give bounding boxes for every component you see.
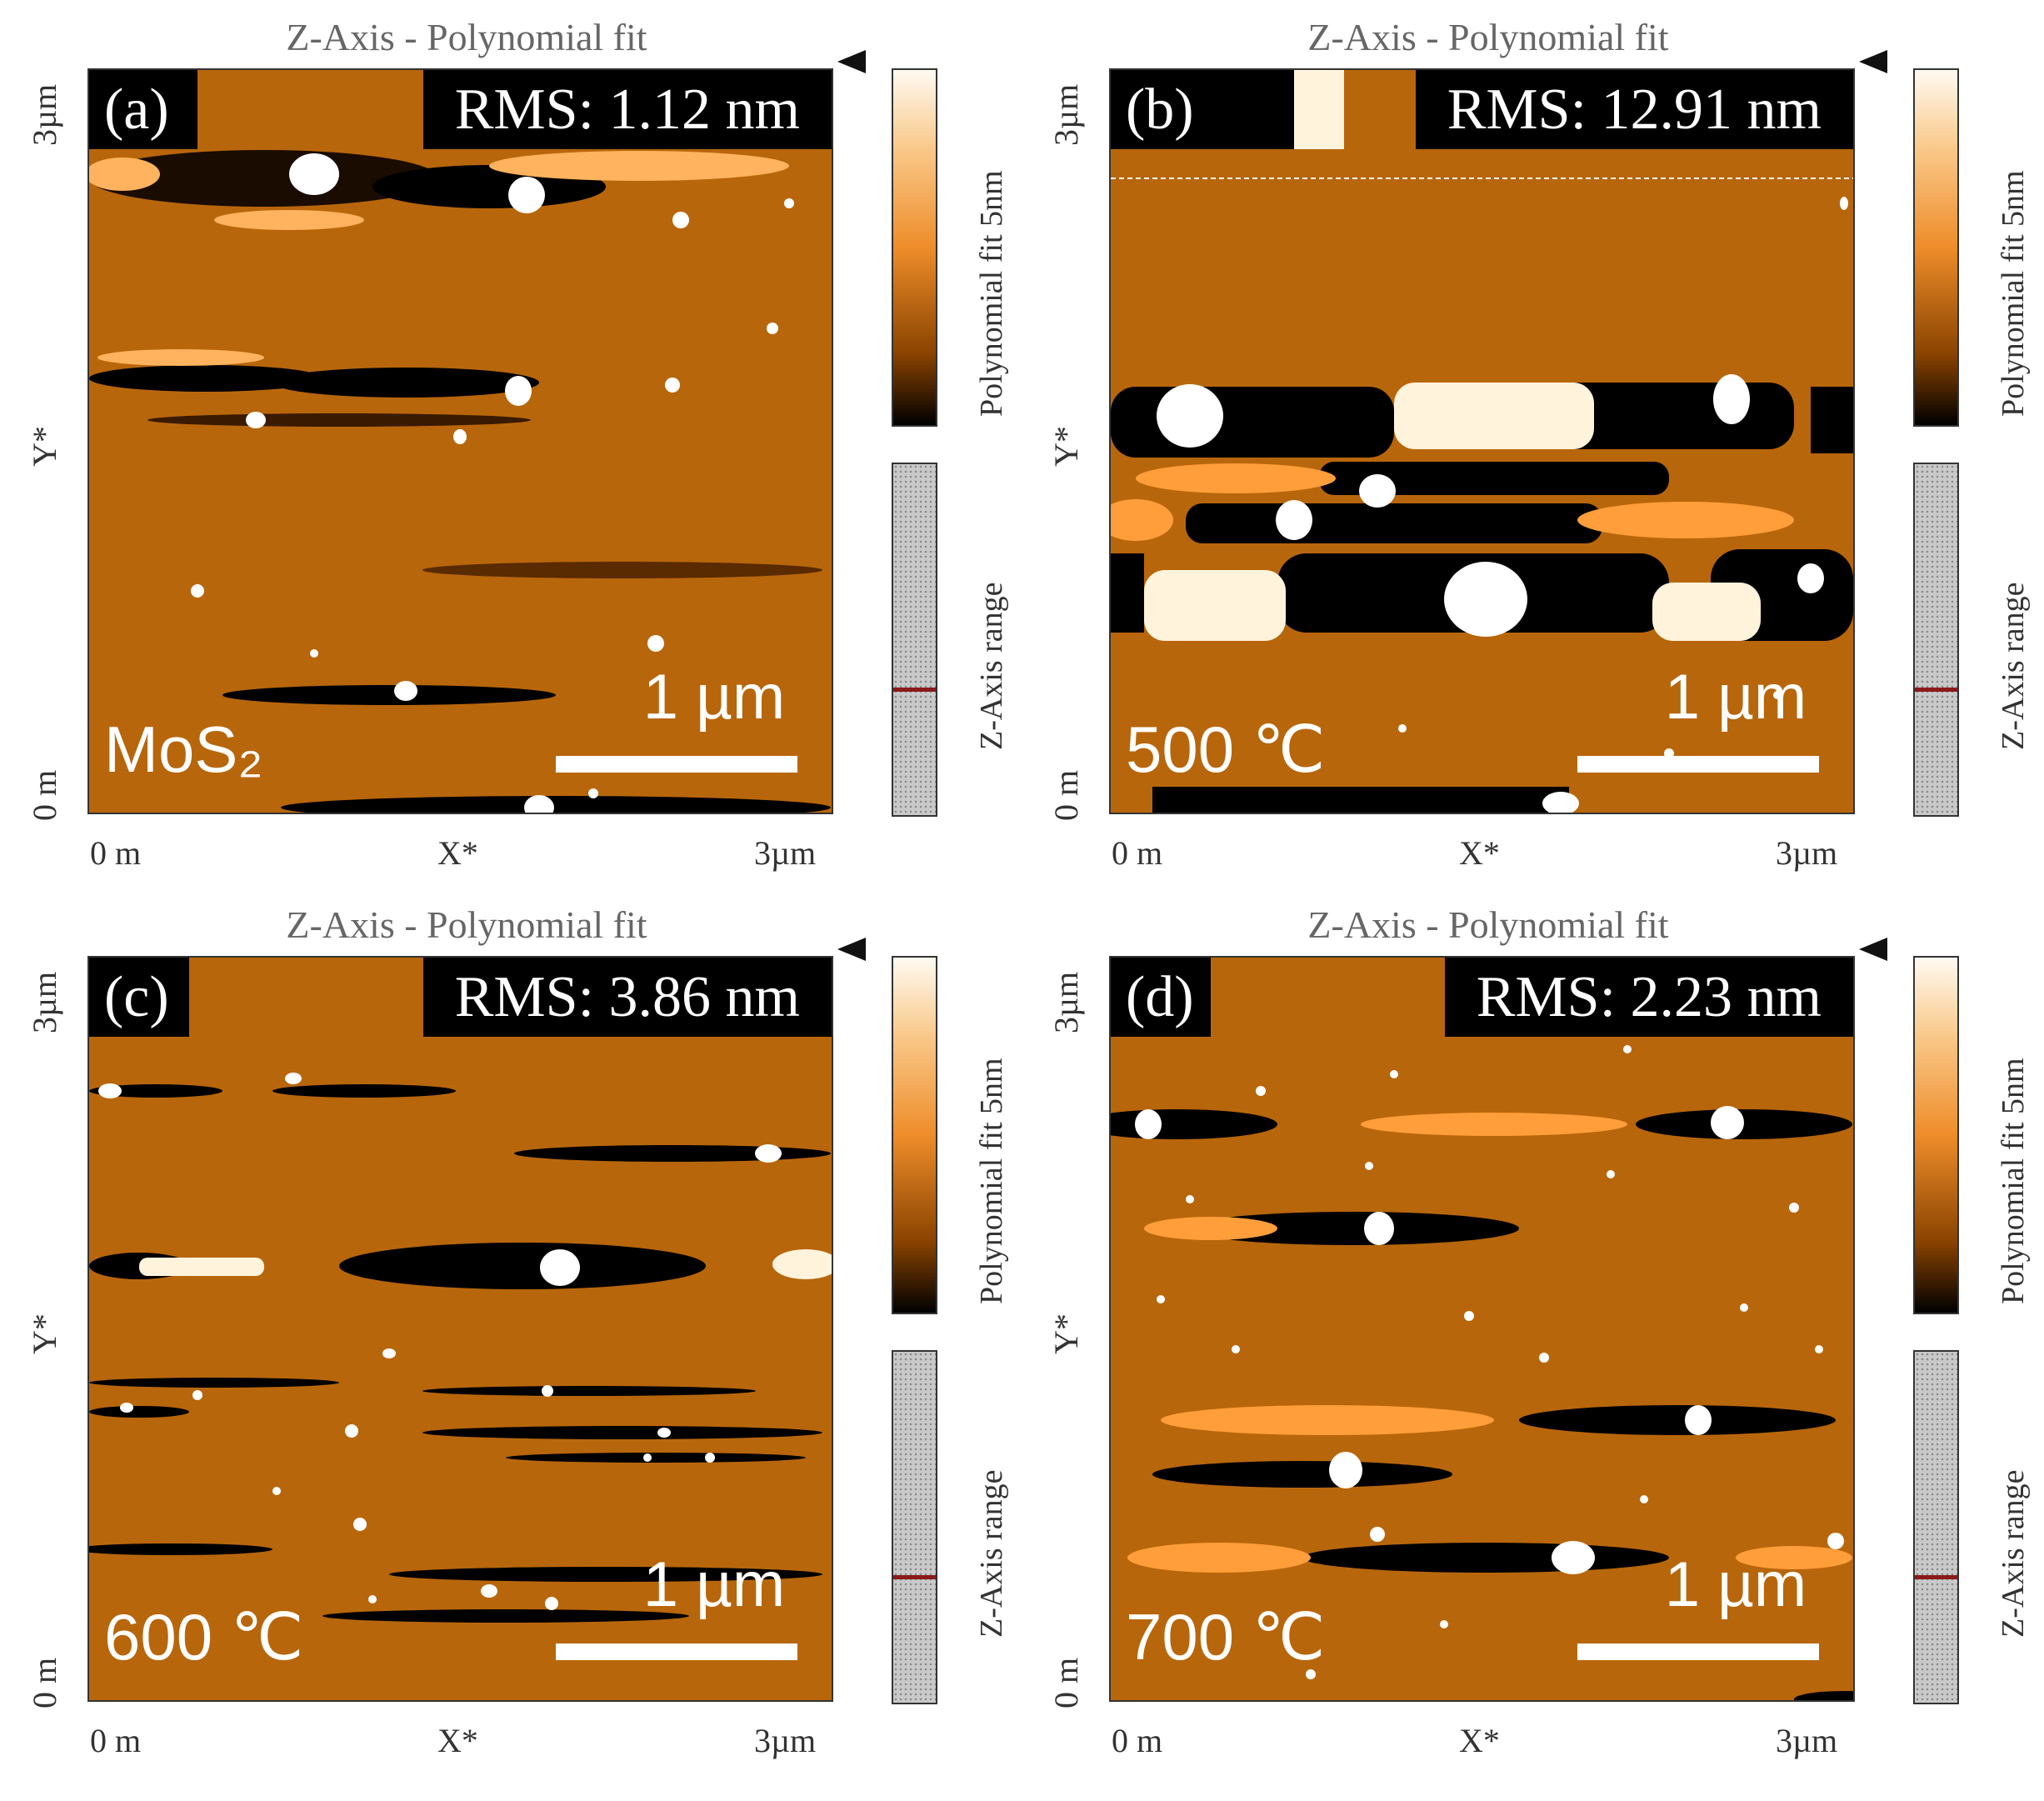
rms-value: RMS: 12.91 nm	[1415, 70, 1853, 149]
z-axis-range-label: Z-Axis range	[1996, 582, 2031, 750]
afm-panel-d: Z-Axis - Polynomial fit	[1022, 888, 2043, 1788]
panel-label: (c)	[89, 958, 184, 1037]
x-tick-right: 3µm	[1776, 1722, 1838, 1759]
colorbar	[1913, 68, 1959, 427]
triangle-marker-icon	[837, 50, 866, 73]
z-axis-range-bar	[892, 1350, 937, 1704]
rms-value: RMS: 2.23 nm	[1444, 958, 1853, 1037]
rms-value: RMS: 3.86 nm	[422, 958, 832, 1037]
triangle-marker-icon	[1859, 50, 1887, 73]
colorbar	[892, 68, 937, 427]
colorbar-label: Polynomial fit 5nm	[974, 170, 1009, 417]
x-axis-label: X*	[1459, 1722, 1500, 1759]
y-tick-top: 3µm	[1047, 971, 1085, 1033]
colorbar	[1913, 956, 1959, 1314]
scale-bar	[556, 756, 797, 773]
colorbar-label: Polynomial fit 5nm	[1996, 170, 2031, 417]
x-tick-right: 3µm	[754, 834, 817, 872]
sample-label: 700 ℃	[1126, 1600, 1326, 1673]
scale-bar-label: 1 µm	[1664, 662, 1807, 733]
sample-label: 500 ℃	[1126, 713, 1326, 786]
y-tick-top: 3µm	[26, 971, 63, 1033]
range-marker	[1915, 1575, 1957, 1579]
range-marker	[893, 688, 936, 692]
rms-value: RMS: 1.12 nm	[422, 70, 832, 149]
y-tick-bottom: 0 m	[26, 1657, 63, 1708]
x-tick-left: 0 m	[1112, 1722, 1163, 1759]
z-axis-range-bar	[1913, 463, 1959, 817]
x-tick-left: 0 m	[90, 1722, 142, 1759]
scale-bar	[556, 1643, 797, 1660]
panel-title: Z-Axis - Polynomial fit	[286, 16, 647, 58]
x-axis-label: X*	[1459, 834, 1500, 872]
afm-image: (a) RMS: 1.12 nm MoS₂ 1 µm	[87, 68, 833, 814]
panel-label: (b)	[1111, 70, 1209, 149]
y-tick-top: 3µm	[26, 83, 63, 146]
y-tick-bottom: 0 m	[1047, 769, 1085, 821]
z-axis-range-bar	[1913, 1350, 1959, 1704]
y-axis-label: Y*	[26, 1313, 63, 1354]
x-tick-right: 3µm	[1776, 834, 1838, 872]
y-axis-label: Y*	[1047, 426, 1085, 467]
panel-title: Z-Axis - Polynomial fit	[1307, 903, 1669, 946]
afm-image: (c) RMS: 3.86 nm 600 ℃ 1 µm	[87, 956, 833, 1702]
sample-label: 600 ℃	[104, 1600, 304, 1673]
afm-image: (d) RMS: 2.23 nm 700 ℃ 1 µm	[1109, 956, 1855, 1702]
afm-panel-b: Z-Axis - Polynomial fit	[1022, 0, 2043, 900]
x-tick-left: 0 m	[1112, 834, 1163, 872]
z-axis-range-label: Z-Axis range	[974, 582, 1009, 750]
triangle-marker-icon	[837, 938, 866, 961]
sample-label: MoS₂	[104, 713, 263, 786]
x-axis-label: X*	[437, 1722, 478, 1759]
panel-label: (d)	[1111, 958, 1209, 1037]
y-tick-top: 3µm	[1047, 83, 1085, 146]
x-tick-left: 0 m	[90, 834, 142, 872]
scale-bar	[1577, 756, 1819, 773]
x-axis-label: X*	[437, 834, 478, 872]
y-tick-bottom: 0 m	[26, 769, 63, 821]
colorbar	[892, 956, 937, 1314]
panel-title: Z-Axis - Polynomial fit	[286, 903, 647, 946]
z-axis-range-label: Z-Axis range	[1996, 1469, 2031, 1638]
panel-title: Z-Axis - Polynomial fit	[1307, 16, 1669, 58]
scale-bar-label: 1 µm	[642, 662, 786, 733]
range-marker	[893, 1575, 936, 1579]
range-marker	[1915, 688, 1957, 692]
x-tick-right: 3µm	[754, 1722, 817, 1759]
scale-bar-label: 1 µm	[1664, 1549, 1807, 1620]
z-axis-range-bar	[892, 463, 937, 817]
afm-image: (b) RMS: 12.91 nm 500 ℃ 1 µm	[1109, 68, 1855, 814]
y-axis-label: Y*	[1047, 1313, 1085, 1354]
triangle-marker-icon	[1859, 938, 1887, 961]
scale-bar	[1577, 1643, 1819, 1660]
z-axis-range-label: Z-Axis range	[974, 1469, 1009, 1638]
y-axis-label: Y*	[26, 426, 63, 467]
y-tick-bottom: 0 m	[1047, 1657, 1085, 1708]
panel-label: (a)	[89, 70, 184, 149]
afm-panel-c: Z-Axis - Polynomial fit	[0, 888, 1022, 1788]
colorbar-label: Polynomial fit 5nm	[1996, 1058, 2031, 1304]
scale-bar-label: 1 µm	[642, 1549, 786, 1620]
colorbar-label: Polynomial fit 5nm	[974, 1058, 1009, 1304]
afm-panel-a: Z-Axis - Polynomial fit	[0, 0, 1022, 900]
